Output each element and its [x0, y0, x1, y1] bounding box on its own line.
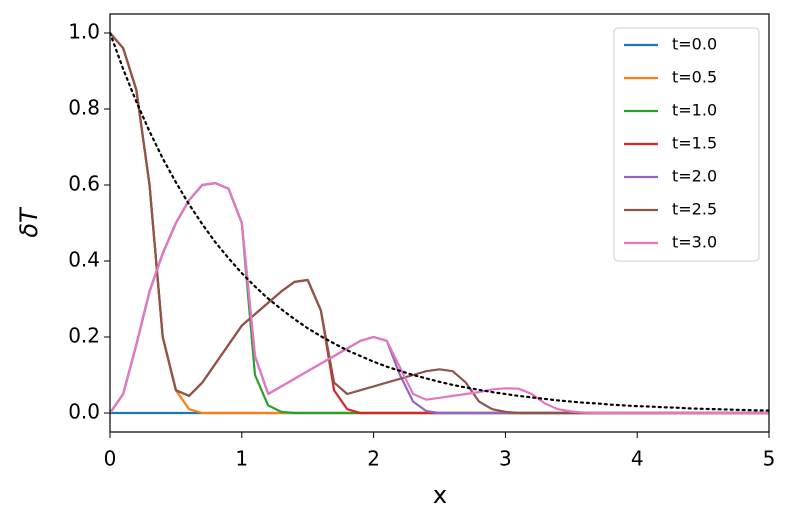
- legend-label: t=1.0: [672, 101, 717, 120]
- legend-label: t=1.5: [672, 134, 717, 153]
- plot-frame: [109, 13, 770, 433]
- x-tick-label: 1: [235, 447, 248, 471]
- x-tick-label: 2: [367, 447, 380, 471]
- legend-box: [613, 27, 760, 262]
- x-tick-label: 3: [499, 447, 512, 471]
- y-tick-label: 0.2: [68, 324, 100, 348]
- y-axis-label: δT: [15, 206, 43, 238]
- y-tick-label: 0.8: [68, 96, 100, 120]
- y-tick-label: 0.0: [68, 400, 100, 424]
- x-tick-label: 0: [104, 447, 117, 471]
- x-tick-label: 4: [631, 447, 644, 471]
- y-tick-label: 1.0: [68, 20, 100, 44]
- legend-label: t=3.0: [672, 233, 717, 252]
- legend-label: t=2.0: [672, 167, 717, 186]
- legend-label: t=0.0: [672, 35, 717, 54]
- x-axis-label: x: [433, 481, 447, 509]
- series-line: [110, 31, 769, 412]
- legend-label: t=2.5: [672, 200, 717, 219]
- y-tick-label: 0.4: [68, 248, 100, 272]
- legend-label: t=0.5: [672, 68, 717, 87]
- y-tick-label: 0.6: [68, 172, 100, 196]
- x-tick-label: 5: [763, 447, 776, 471]
- series-line: [110, 182, 769, 415]
